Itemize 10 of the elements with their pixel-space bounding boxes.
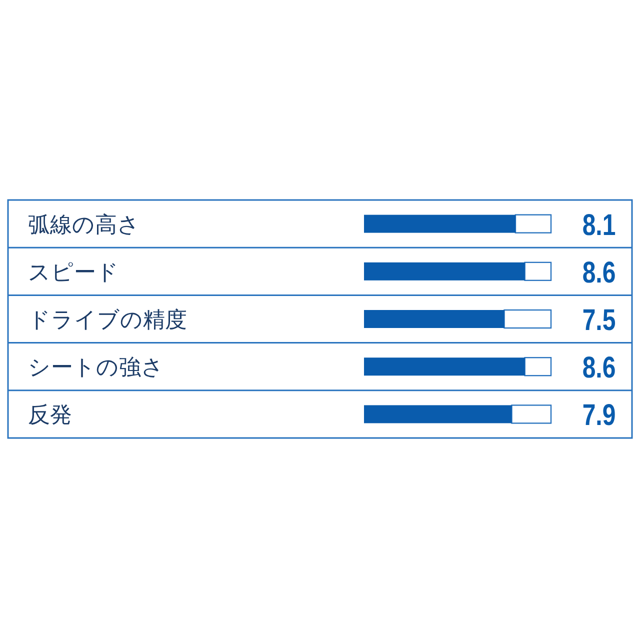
category-label: ドライブの精度	[28, 308, 187, 333]
value-label: 7.9	[582, 398, 616, 432]
value-label: 8.6	[582, 350, 616, 384]
value-label: 7.5	[582, 302, 616, 337]
category-label: シートの強さ	[28, 356, 164, 381]
value-label: 8.6	[582, 254, 616, 290]
category-label: 反発	[28, 403, 72, 428]
category-label: スピード	[28, 260, 119, 286]
category-label: 弧線の高さ	[28, 212, 140, 238]
value-label: 8.1	[582, 207, 616, 242]
